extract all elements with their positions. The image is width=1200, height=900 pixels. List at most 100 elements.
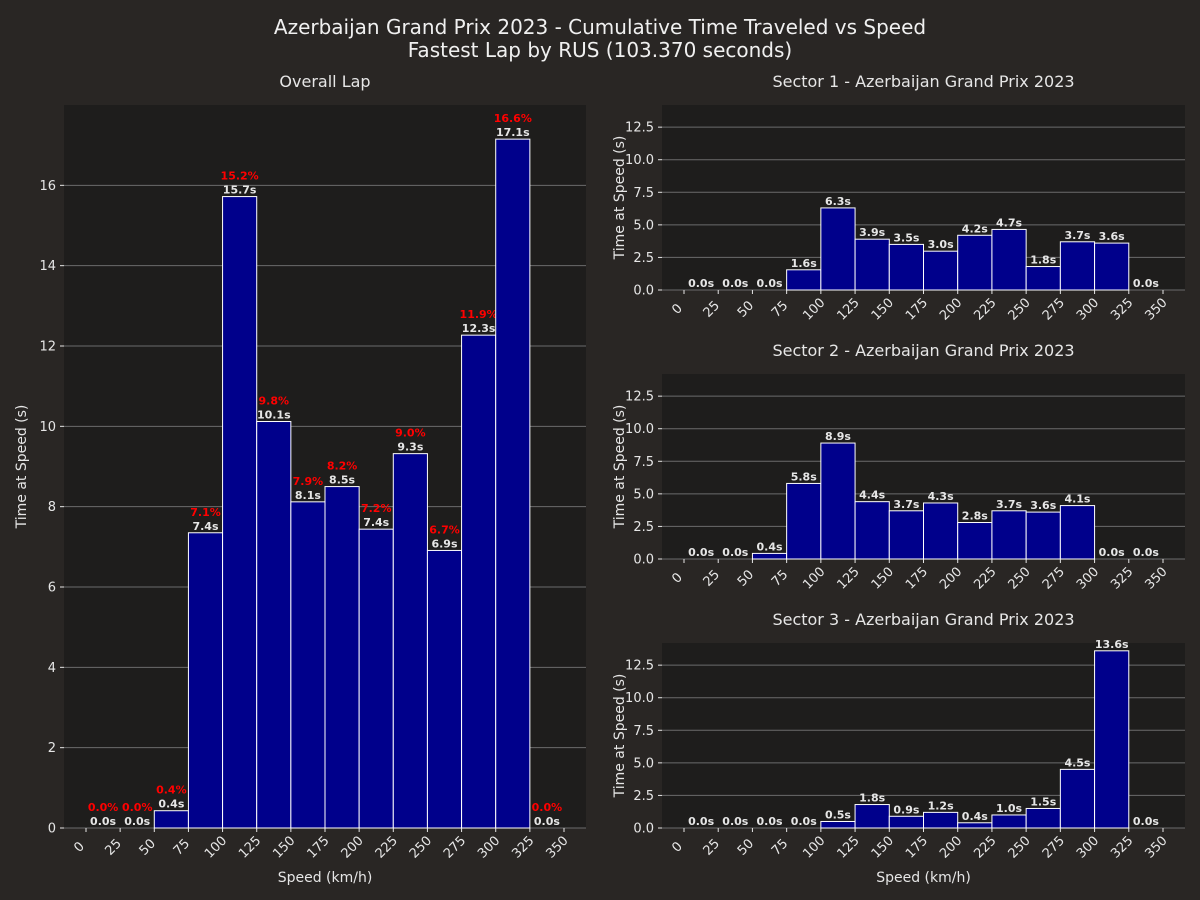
bar-value-label: 8.9s	[825, 430, 851, 443]
bar	[888, 815, 924, 829]
y-tick-label: 10	[39, 420, 56, 435]
bar-value-label: 9.3s	[397, 441, 423, 454]
bar-value-label: 4.4s	[859, 489, 885, 502]
bar-value-label: 5.8s	[791, 470, 817, 483]
bar	[256, 421, 292, 829]
y-tick-label: 12.5	[625, 390, 654, 405]
bar-value-label: 4.3s	[928, 490, 954, 503]
bar-value-label: 12.3s	[462, 322, 496, 335]
bar-value-label: 3.7s	[893, 498, 919, 511]
bar	[991, 814, 1027, 829]
bar	[923, 502, 959, 560]
bar	[854, 238, 890, 291]
bar-value-label: 0.0s	[791, 815, 817, 828]
bar	[187, 532, 224, 829]
subplot-title: Sector 2 - Azerbaijan Grand Prix 2023	[772, 341, 1074, 360]
bar	[153, 810, 189, 829]
bar	[820, 207, 856, 291]
bar-value-label: 4.5s	[1064, 756, 1090, 769]
bar-value-label: 8.1s	[295, 489, 321, 502]
bar-value-label: 6.9s	[431, 537, 457, 550]
bar-value-label: 0.0s	[1133, 277, 1159, 290]
bar-value-label: 0.0s	[757, 277, 783, 290]
bar	[888, 243, 924, 291]
bar-value-label: 15.7s	[223, 184, 257, 197]
bar-value-label: 3.6s	[1030, 499, 1056, 512]
bar	[495, 138, 531, 829]
bar	[1059, 768, 1096, 829]
bar	[888, 510, 924, 560]
bar-percent-label: 16.6%	[494, 112, 532, 125]
bar	[957, 234, 993, 291]
bar	[1025, 511, 1061, 560]
y-tick-label: 10.0	[625, 422, 654, 437]
bar-value-label: 13.6s	[1095, 638, 1129, 651]
y-tick-label: 16	[39, 179, 56, 194]
bar-percent-label: 9.8%	[259, 395, 290, 408]
y-tick-label: 12	[39, 340, 56, 355]
bar-value-label: 0.4s	[158, 798, 184, 811]
bar-value-label: 3.9s	[859, 226, 885, 239]
bar-value-label: 0.0s	[722, 277, 748, 290]
bar-value-label: 1.5s	[1030, 795, 1056, 808]
bar-value-label: 10.1s	[257, 409, 291, 422]
bar	[1025, 266, 1061, 291]
bar	[1094, 242, 1130, 291]
chart-panel-3: 0.02.55.07.510.012.50 25 50 75 100 125 150 175 2…	[612, 610, 1185, 886]
bar	[957, 822, 993, 829]
figure-title-line1: Azerbaijan Grand Prix 2023 - Cumulative …	[274, 15, 926, 39]
y-tick-label: 0.0	[633, 284, 654, 299]
bar-percent-label: 7.2%	[361, 502, 392, 515]
bar-value-label: 0.0s	[688, 546, 714, 559]
bar-percent-label: 7.1%	[190, 506, 221, 519]
bar-value-label: 0.0s	[722, 815, 748, 828]
bar-value-label: 3.5s	[893, 231, 919, 244]
y-axis-label: Time at Speed (s)	[612, 136, 628, 261]
bar	[854, 804, 890, 829]
y-tick-label: 6	[48, 581, 56, 596]
y-tick-label: 5.0	[633, 218, 654, 233]
bar	[1059, 241, 1096, 291]
y-tick-label: 12.5	[625, 659, 654, 674]
bar	[358, 528, 394, 829]
y-axis-label: Time at Speed (s)	[14, 405, 30, 530]
bar-value-label: 7.4s	[363, 516, 389, 529]
y-tick-label: 5.0	[633, 487, 654, 502]
y-tick-label: 5.0	[633, 756, 654, 771]
bar-value-label: 8.5s	[329, 474, 355, 487]
y-tick-label: 12.5	[625, 121, 654, 136]
bar	[923, 250, 959, 291]
y-tick-label: 0	[48, 822, 56, 837]
bar	[392, 453, 428, 829]
bar-value-label: 0.0s	[757, 815, 783, 828]
subplot-title: Overall Lap	[279, 72, 370, 91]
bar-percent-label: 15.2%	[221, 170, 259, 183]
bar	[786, 482, 822, 560]
bar-value-label: 1.0s	[996, 802, 1022, 815]
bar-value-label: 4.1s	[1064, 493, 1090, 506]
y-axis-label: Time at Speed (s)	[612, 674, 628, 799]
bar	[1059, 505, 1096, 560]
bar	[991, 510, 1027, 560]
y-tick-label: 2	[48, 741, 56, 756]
bar-value-label: 0.0s	[124, 815, 150, 828]
bar-percent-label: 0.0%	[532, 801, 563, 814]
y-tick-label: 10.0	[625, 153, 654, 168]
bar-value-label: 3.7s	[1064, 229, 1090, 242]
bar-value-label: 17.1s	[496, 126, 530, 139]
bar	[1094, 650, 1130, 829]
bar-value-label: 0.0s	[1133, 815, 1159, 828]
bar-value-label: 7.4s	[192, 520, 218, 533]
bar	[324, 486, 360, 829]
bar-percent-label: 6.7%	[429, 523, 460, 536]
bar-value-label: 4.2s	[962, 222, 988, 235]
bar-value-label: 1.6s	[791, 257, 817, 270]
bar-value-label: 6.3s	[825, 195, 851, 208]
subplot-title: Sector 3 - Azerbaijan Grand Prix 2023	[772, 610, 1074, 629]
bar	[820, 820, 856, 829]
bar-percent-label: 9.0%	[395, 427, 426, 440]
bar-value-label: 4.7s	[996, 216, 1022, 229]
bar-percent-label: 7.9%	[293, 475, 324, 488]
